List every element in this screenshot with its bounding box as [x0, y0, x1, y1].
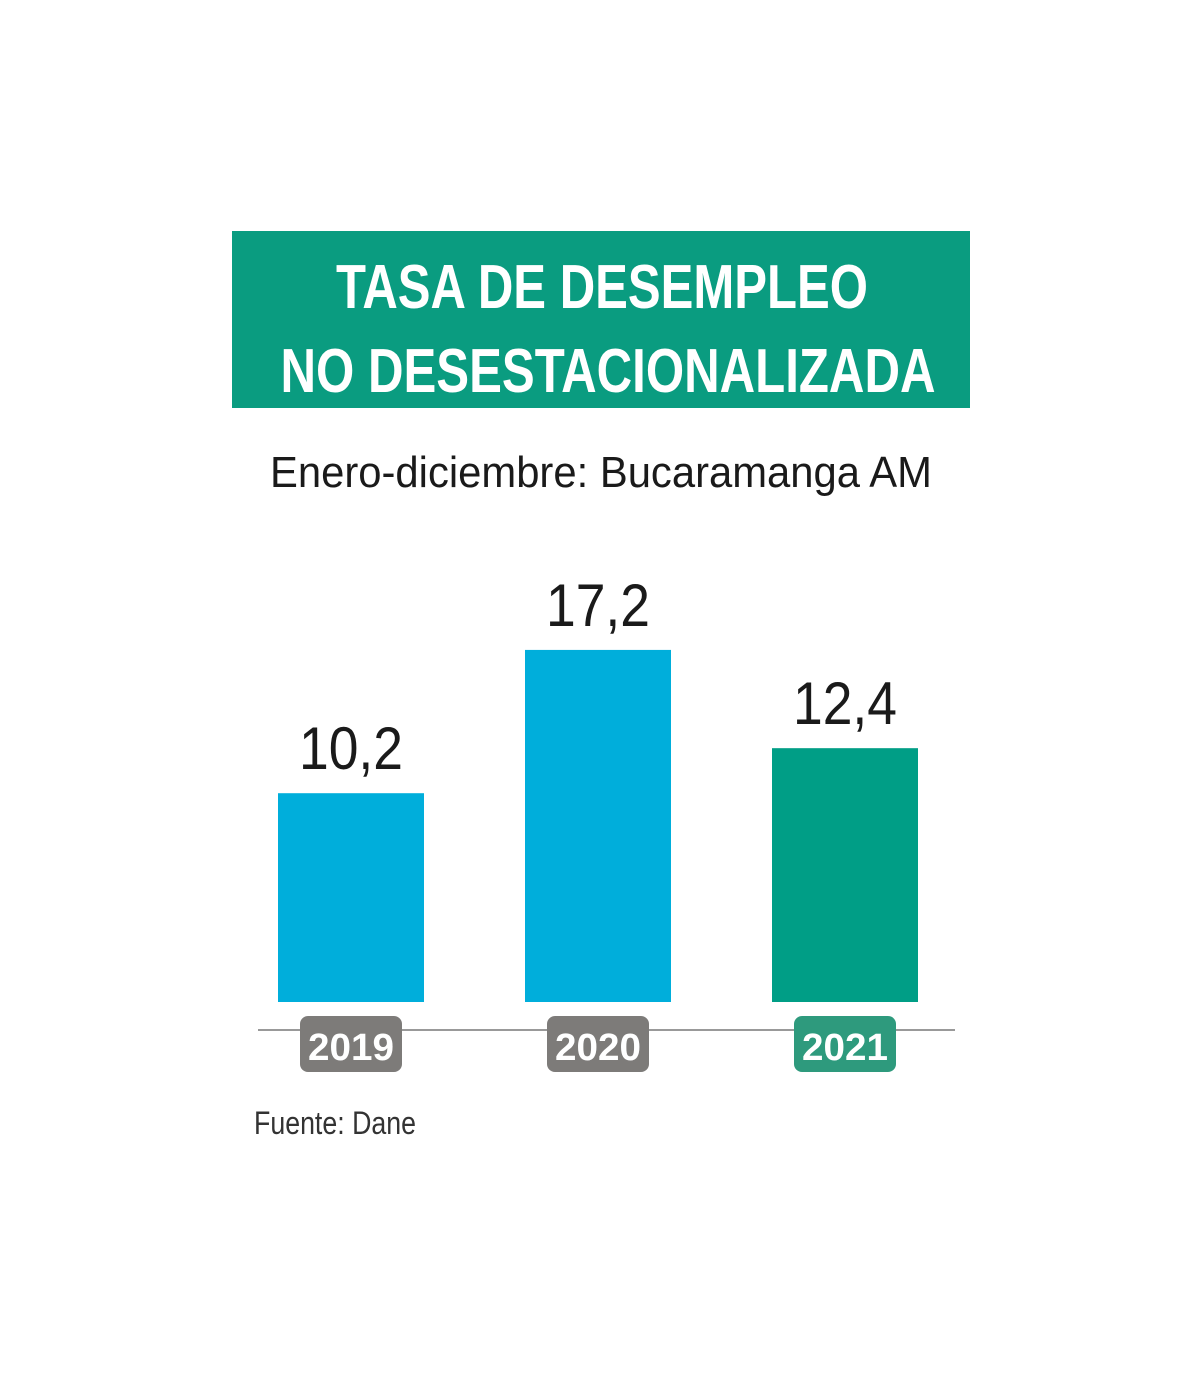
chart-subtitle: Enero-diciembre: Bucaramanga AM [270, 448, 932, 497]
value-label: 12,4 [793, 670, 897, 737]
value-label: 17,2 [546, 572, 650, 639]
x-tick-label: 2020 [555, 1027, 641, 1069]
bar [525, 649, 671, 1002]
x-tick-label: 2021 [802, 1027, 888, 1069]
source: Fuente: Dane [254, 1105, 416, 1141]
title-box [232, 231, 970, 408]
x-tick-label: 2019 [308, 1027, 394, 1069]
chart-title: NO DESESTACIONALIZADA [281, 337, 936, 406]
chart-title: TASA DE DESEMPLEO [336, 253, 868, 322]
category-box [794, 1016, 896, 1072]
category-box [547, 1016, 649, 1072]
category-box [300, 1016, 402, 1072]
value-label: 10,2 [299, 715, 403, 782]
bar [772, 748, 918, 1002]
bar [278, 793, 424, 1002]
